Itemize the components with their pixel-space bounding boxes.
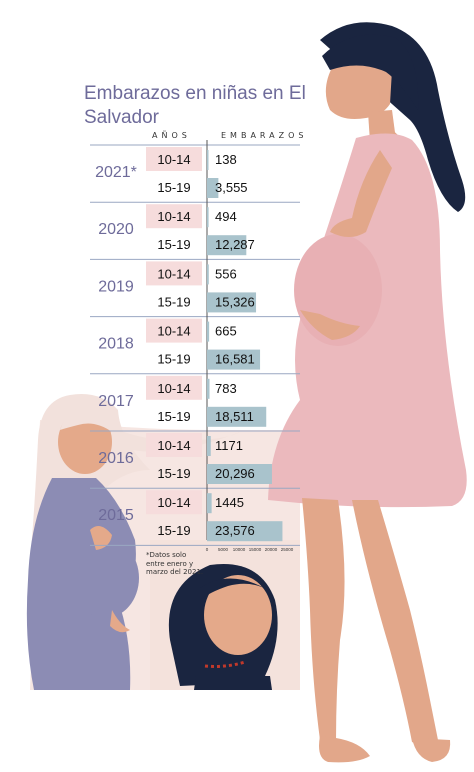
year-label: 2019 [98,278,134,295]
age-group-box [146,490,202,515]
age-group-label: 15-19 [157,294,190,309]
value-label: 18,511 [215,409,254,424]
footnote: *Datos solo entre enero y marzo del 2021… [146,551,204,576]
pregnant-woman-illustration [268,22,467,763]
bar [207,321,210,342]
count-column-header: EMBARAZOS [221,131,308,140]
age-group-label: 15-19 [157,466,190,481]
x-tick-label: 0 [206,547,209,552]
age-group-label: 15-19 [157,352,190,367]
bar [207,493,212,514]
chart-area: 2021* 10-14 138 15-19 3,555 2020 10-14 494 15-19… [90,140,300,552]
value-label: 494 [215,209,237,224]
value-label: 783 [215,381,237,396]
x-tick-label: 5000 [218,547,229,552]
value-label: 23,576 [215,523,255,538]
age-group-box [146,204,202,229]
year-label: 2021* [95,164,137,181]
bar [207,292,257,313]
x-tick-label: 15000 [249,547,262,552]
bottom-girl-illustration [168,564,278,690]
age-group-label: 10-14 [157,495,190,510]
age-group-label: 10-14 [157,209,190,224]
left-girl-illustration [26,394,240,690]
bar [207,378,210,399]
bar [207,406,267,427]
age-group-label: 10-14 [157,152,190,167]
bar [207,349,261,370]
year-label: 2020 [98,221,134,238]
age-group-box [146,318,202,343]
bar [207,436,211,456]
bar [207,207,209,228]
age-group-label: 10-14 [157,438,190,453]
x-tick-label: 20000 [265,547,278,552]
year-label: 2017 [98,393,134,410]
age-group-label: 10-14 [157,324,190,339]
bar [207,264,209,285]
value-label: 138 [215,152,237,167]
x-tick-label: 10000 [233,547,246,552]
value-label: 16,581 [215,352,255,367]
x-tick-label: 25000 [281,547,294,552]
value-label: 12,287 [215,237,255,252]
age-group-label: 15-19 [157,409,190,424]
value-label: 665 [215,324,237,339]
age-group-label: 10-14 [157,266,190,281]
year-label: 2018 [98,336,134,353]
age-group-box [146,375,202,400]
age-group-label: 15-19 [157,523,190,538]
bar [207,178,219,198]
age-column-header: AÑOS [152,131,191,140]
age-group-label: 15-19 [157,180,190,195]
year-label: 2015 [98,507,134,524]
value-label: 15,326 [215,294,255,309]
value-label: 1171 [215,438,243,453]
bar [207,150,209,170]
age-group-box [146,433,202,457]
age-group-label: 15-19 [157,237,190,252]
value-label: 1445 [215,495,244,510]
value-label: 3,555 [215,180,248,195]
year-label: 2016 [98,450,134,467]
bar [207,235,247,256]
bar [207,464,272,484]
chart-title: Embarazos en niñas en El Salvador [84,83,306,128]
age-group-box [146,261,202,286]
value-label: 20,296 [215,466,255,481]
value-label: 556 [215,266,237,281]
bar [207,521,283,542]
age-group-box [146,147,202,171]
age-group-label: 10-14 [157,381,190,396]
